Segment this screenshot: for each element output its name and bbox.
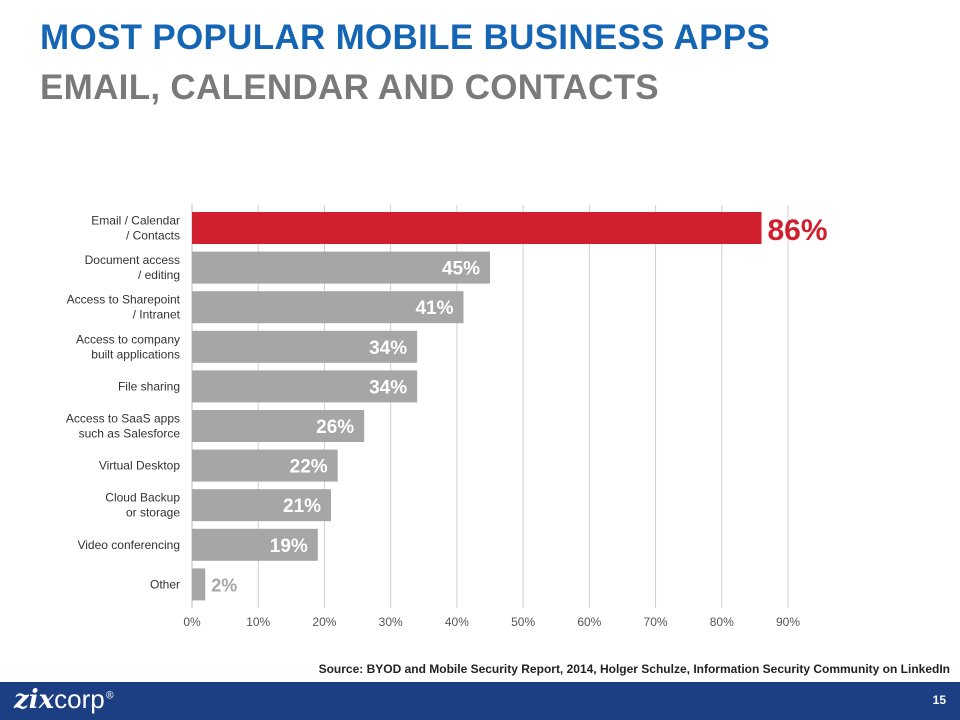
- bar: [192, 449, 338, 482]
- category-label: File sharing: [118, 379, 180, 393]
- bar: [192, 330, 418, 363]
- data-label: 21%: [283, 496, 321, 517]
- source-citation: Source: BYOD and Mobile Security Report,…: [318, 662, 950, 676]
- bar: [192, 291, 464, 324]
- x-tick-label: 80%: [710, 615, 734, 629]
- x-tick-label: 40%: [445, 615, 469, 629]
- x-tick-label: 60%: [577, 615, 601, 629]
- bar-chart: 0% 10% 20% 30% 40% 50% 60% 70% 80% 90% 86% Email / …: [66, 205, 828, 629]
- category-label: Access to SaaS apps such as Salesforce: [66, 412, 180, 441]
- bar: [192, 410, 365, 442]
- data-label: 22%: [290, 457, 328, 478]
- category-label: Email / Calendar / Contacts: [91, 214, 180, 243]
- data-label: 2%: [211, 575, 237, 595]
- data-label: 26%: [316, 417, 354, 438]
- bar: [192, 489, 332, 522]
- bar: [192, 568, 206, 601]
- x-tick-label: 30%: [379, 615, 403, 629]
- category-label: Video conferencing: [77, 538, 180, 552]
- data-label: 86%: [768, 214, 828, 247]
- bar: [192, 212, 762, 244]
- category-label: Virtual Desktop: [99, 459, 180, 473]
- bar: [192, 528, 318, 561]
- category-label: Other: [150, 577, 180, 591]
- x-tick-label: 20%: [312, 615, 336, 629]
- x-tick-label: 50%: [511, 615, 535, 629]
- zixcorp-logo: zixcorp®: [14, 684, 115, 715]
- bar: [192, 370, 418, 403]
- page-subtitle: EMAIL, CALENDAR AND CONTACTS: [40, 68, 659, 107]
- data-label: 34%: [369, 377, 407, 398]
- bar: [192, 251, 490, 284]
- category-label: Access to Sharepoint / Intranet: [67, 293, 181, 322]
- data-label: 45%: [442, 259, 480, 280]
- footer-bar: zixcorp® 15: [0, 682, 960, 720]
- x-tick-label: 0%: [183, 615, 201, 629]
- category-label: Access to company built applications: [76, 332, 180, 361]
- category-label: Document access / editing: [85, 253, 180, 282]
- x-tick-label: 90%: [776, 615, 800, 629]
- data-label: 41%: [415, 298, 453, 319]
- page-number: 15: [932, 693, 946, 707]
- data-label: 19%: [270, 536, 308, 557]
- category-label: Cloud Backup or storage: [105, 491, 180, 520]
- x-tick-label: 70%: [644, 615, 668, 629]
- x-tick-label: 10%: [246, 615, 270, 629]
- data-label: 34%: [369, 338, 407, 359]
- page-title: MOST POPULAR MOBILE BUSINESS APPS: [40, 18, 771, 57]
